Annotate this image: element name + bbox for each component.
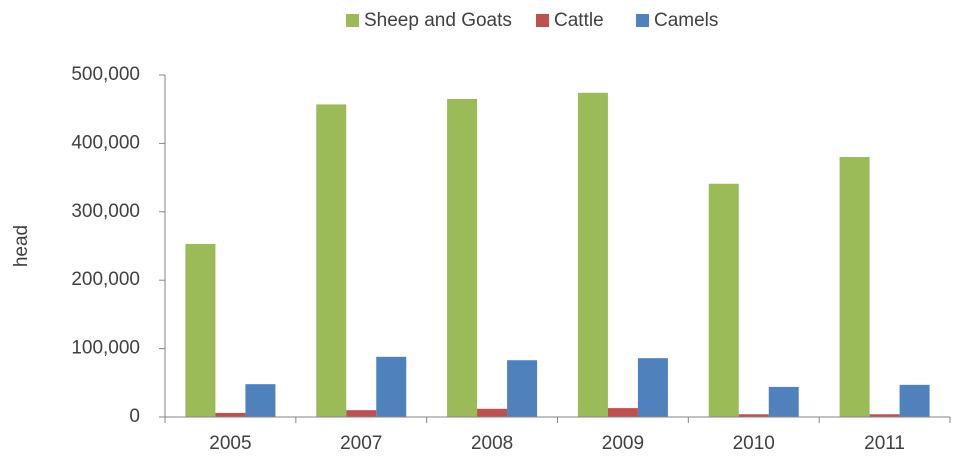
x-tick-label: 2011 <box>864 433 905 454</box>
bar <box>477 408 508 417</box>
x-tick-label: 2010 <box>733 433 775 454</box>
bar <box>507 360 538 417</box>
y-tick-label: 200,000 <box>71 269 140 290</box>
bar <box>869 414 900 417</box>
bar <box>376 356 407 417</box>
bar <box>577 92 608 417</box>
bar <box>708 183 739 417</box>
bar <box>899 384 930 417</box>
y-tick-label: 300,000 <box>71 201 140 222</box>
legend-swatch <box>636 14 649 27</box>
legend-swatch <box>346 14 359 27</box>
bar <box>346 410 377 417</box>
y-tick-label: 0 <box>129 406 140 427</box>
x-tick-label: 2005 <box>209 433 251 454</box>
bar <box>637 358 668 417</box>
legend-label: Camels <box>654 10 718 31</box>
legend-label: Cattle <box>554 10 604 31</box>
bar <box>768 386 799 417</box>
y-tick-label: 400,000 <box>71 132 140 153</box>
bar <box>185 243 216 417</box>
bar <box>738 414 769 417</box>
y-tick-label: 500,000 <box>71 64 140 85</box>
x-tick-label: 2007 <box>340 433 382 454</box>
bar <box>447 98 478 417</box>
bar <box>607 408 638 417</box>
bar <box>215 412 246 417</box>
legend-label: Sheep and Goats <box>364 10 512 31</box>
x-tick-label: 2009 <box>602 433 644 454</box>
legend-swatch <box>536 14 549 27</box>
bar <box>245 384 276 417</box>
x-tick-label: 2008 <box>471 433 513 454</box>
bar <box>316 104 347 418</box>
y-axis-label: head <box>11 225 32 267</box>
y-tick-label: 100,000 <box>71 338 140 359</box>
bar <box>839 157 870 417</box>
